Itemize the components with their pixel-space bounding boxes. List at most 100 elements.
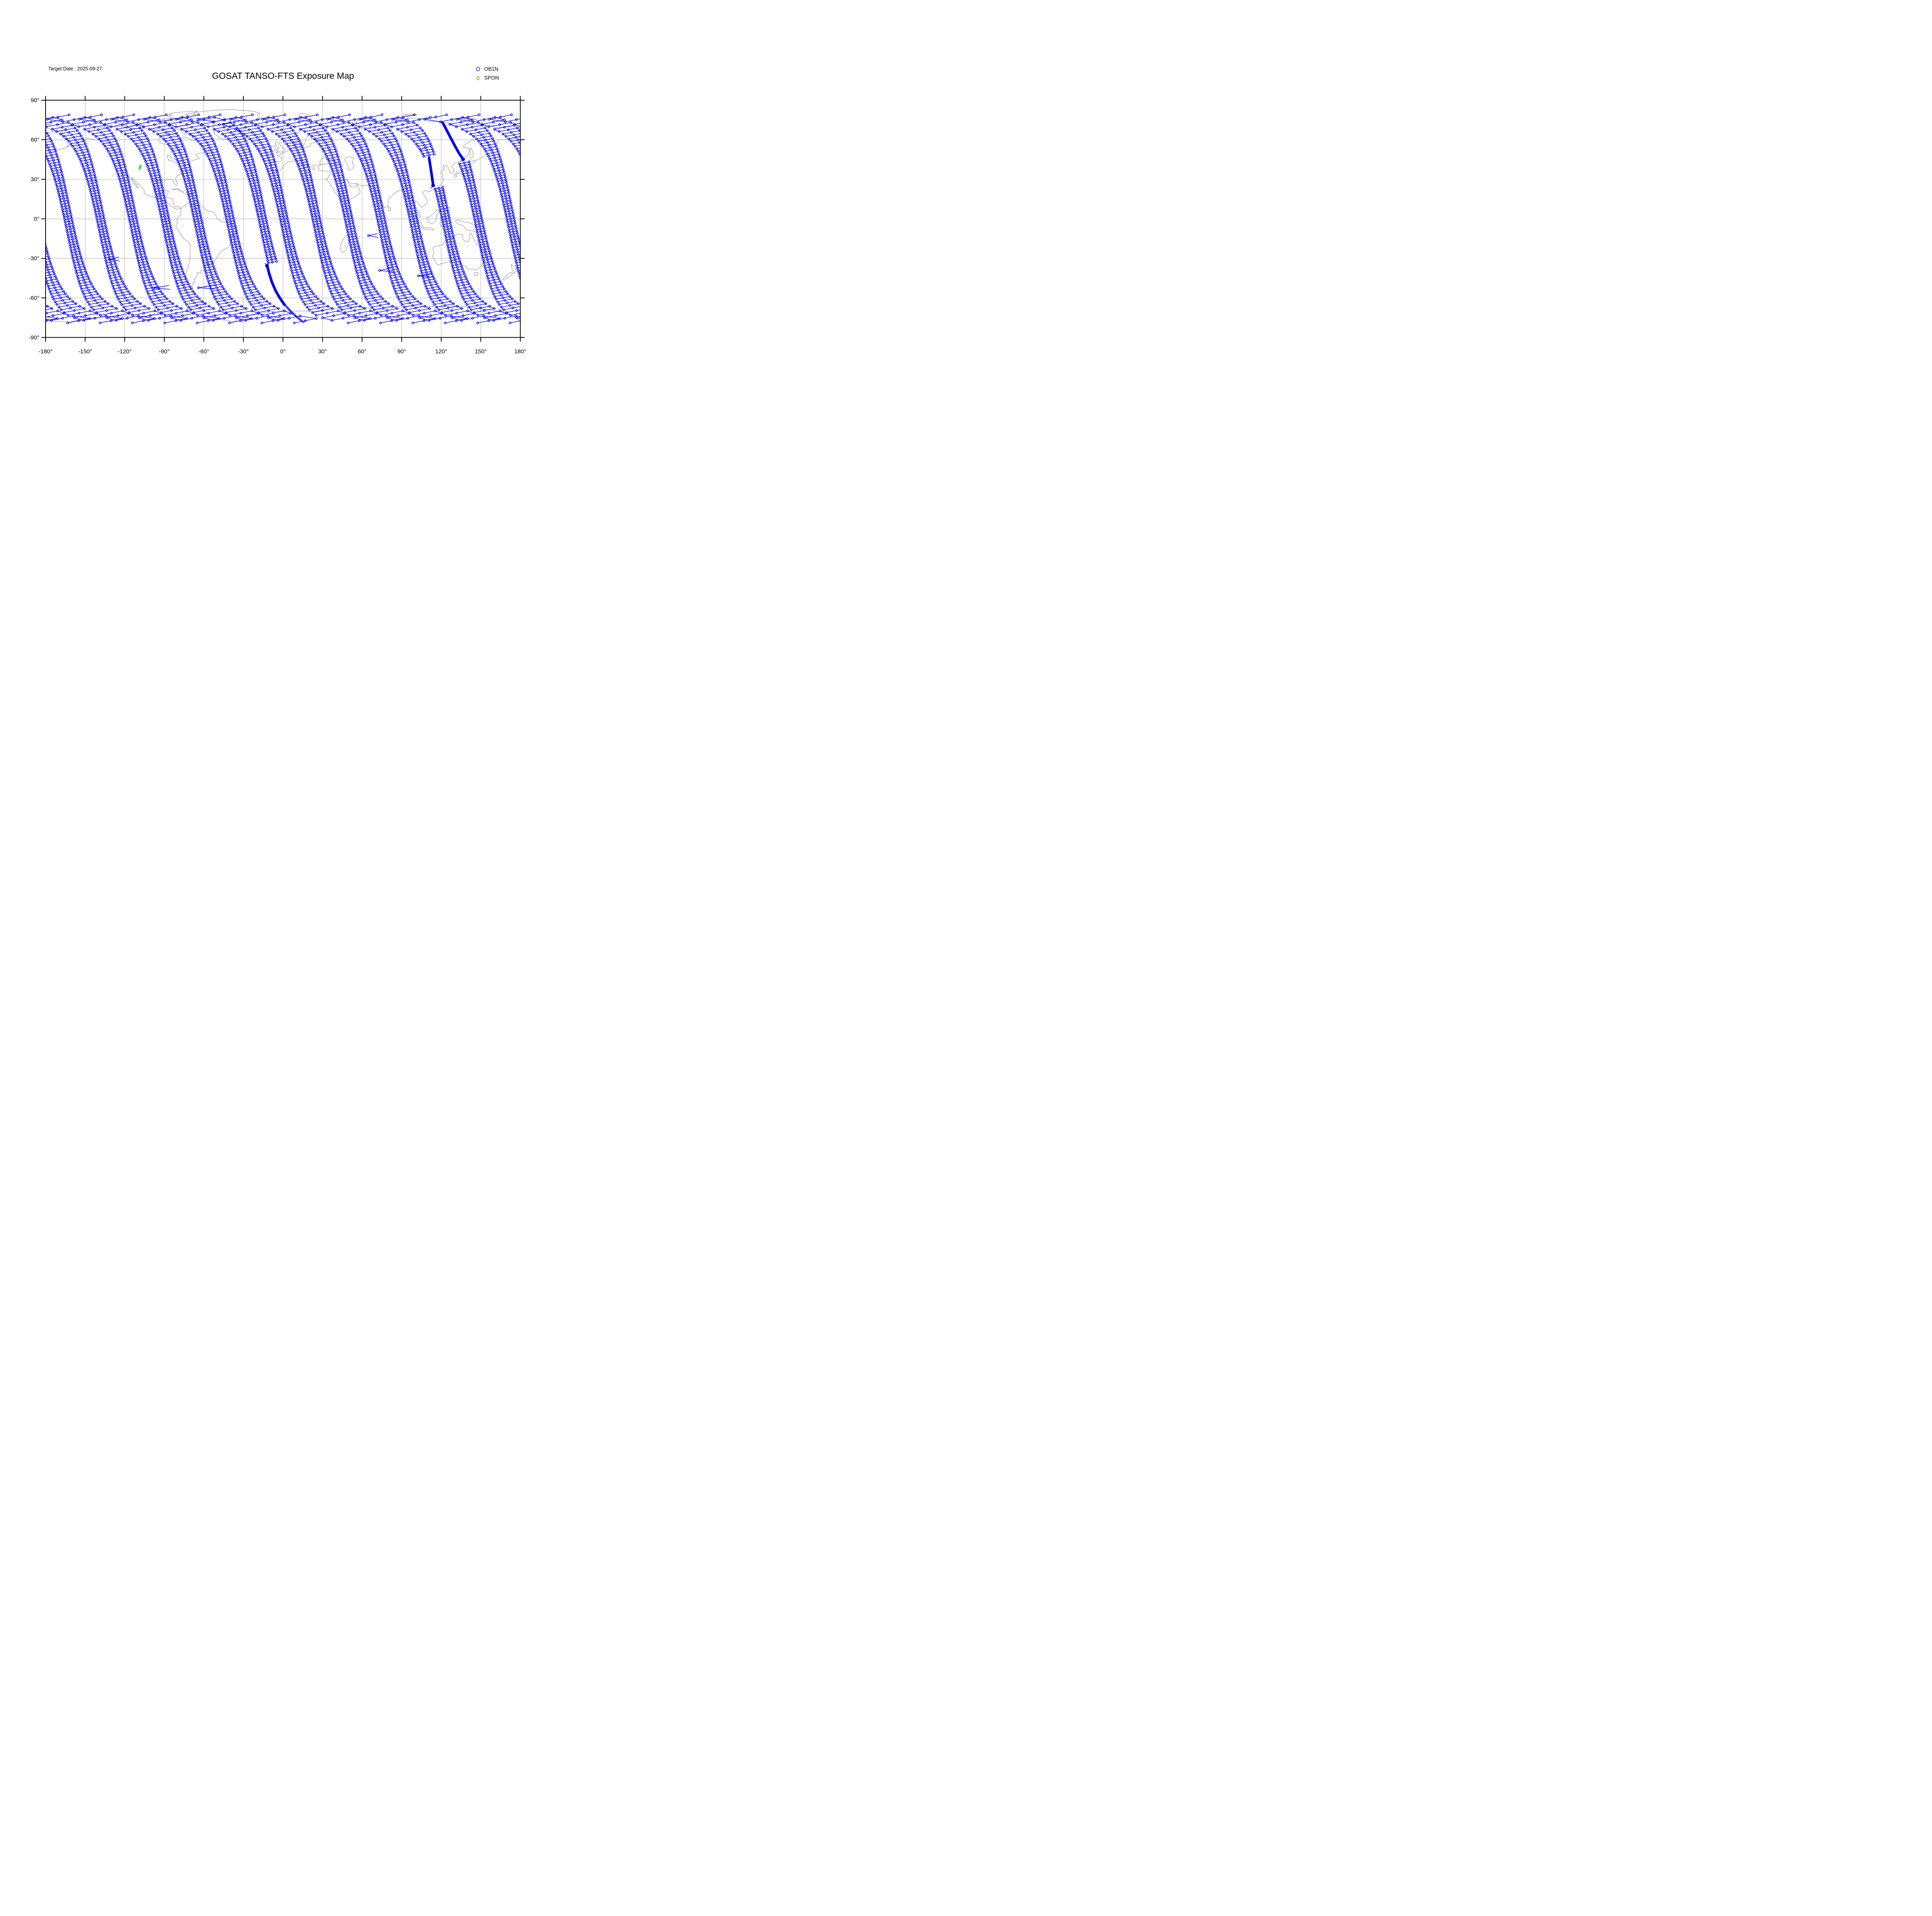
ob1n-footprint — [394, 165, 397, 168]
ob1n-footprint — [443, 210, 446, 213]
ob1n-footprint — [531, 131, 532, 133]
ob1n-footprint — [192, 135, 195, 138]
dense-arc-tail-footprint — [298, 318, 301, 321]
ob1n-footprint — [276, 187, 279, 190]
ob1n-footprint — [386, 264, 389, 267]
ob1n-footprint — [427, 276, 430, 279]
ob1n-footprint — [195, 194, 198, 197]
ob1n-footprint — [123, 163, 126, 166]
ob1n-footprint — [315, 314, 318, 317]
ob1n-footprint — [115, 154, 117, 157]
ob1n-footprint — [212, 307, 215, 310]
ob1n-footprint — [402, 190, 405, 193]
ob1n-footprint — [133, 298, 136, 300]
ob1n-footprint — [31, 200, 33, 202]
ob1n-footprint — [436, 198, 439, 201]
ob1n-footprint — [365, 270, 368, 273]
ob1n-footprint — [310, 213, 313, 216]
ob1n-footprint — [172, 237, 175, 240]
ob1n-footprint — [196, 218, 199, 220]
ob1n-footprint — [364, 142, 367, 145]
ob1n-footprint — [126, 211, 129, 213]
legend: OB1N SPON — [474, 65, 499, 82]
ob1n-footprint — [288, 136, 291, 139]
ob1n-footprint — [181, 142, 184, 145]
ob1n-footprint — [185, 155, 189, 158]
ob1n-footprint — [67, 220, 70, 223]
ob1n-footprint — [504, 120, 507, 123]
ob1n-footprint — [304, 291, 307, 294]
ob1n-footprint — [202, 309, 205, 312]
ob1n-footprint — [470, 171, 473, 173]
ob1n-footprint — [151, 167, 155, 170]
ob1n-footprint — [239, 247, 242, 250]
ob1n-footprint — [231, 212, 234, 214]
ob1n-footprint — [82, 154, 85, 157]
ob1n-footprint — [347, 314, 350, 317]
ob1n-footprint — [471, 126, 474, 129]
ob1n-footprint — [366, 175, 368, 178]
ob1n-footprint — [457, 271, 460, 274]
ob1n-footprint — [276, 189, 279, 192]
ob1n-footprint — [186, 158, 189, 161]
ob1n-footprint — [500, 294, 503, 297]
ob1n-footprint — [313, 210, 316, 213]
ob1n-footprint — [341, 189, 344, 192]
ob1n-footprint — [77, 280, 80, 282]
ob1n-footprint — [124, 165, 127, 168]
ob1n-footprint — [249, 182, 252, 185]
ob1n-footprint — [280, 205, 283, 207]
ob1n-footprint — [274, 257, 277, 260]
ob1n-footprint — [161, 205, 164, 207]
ob1n-footprint — [158, 192, 161, 195]
ob1n-footprint — [117, 162, 121, 164]
ob1n-footprint — [230, 204, 232, 207]
ob1n-footprint — [228, 295, 231, 298]
ob1n-footprint — [235, 316, 238, 319]
ob1n-footprint — [52, 172, 54, 175]
ob1n-footprint — [61, 176, 65, 179]
ob1n-footprint — [345, 210, 349, 213]
ob1n-footprint — [364, 281, 367, 284]
ob1n-footprint — [21, 178, 23, 180]
ob1n-footprint — [216, 289, 219, 292]
ob1n-footprint — [408, 181, 411, 184]
ob1n-footprint — [477, 140, 480, 143]
ob1n-footprint — [92, 187, 95, 190]
coastline — [275, 141, 286, 153]
ob1n-footprint — [109, 261, 112, 264]
ob1n-footprint — [122, 193, 125, 196]
ob1n-footprint — [209, 134, 212, 138]
ob1n-footprint — [92, 308, 95, 311]
ob1n-footprint — [141, 261, 145, 264]
ob1n-footprint — [369, 309, 372, 312]
ob1n-footprint — [254, 187, 257, 190]
ob1n-footprint — [64, 205, 67, 207]
ob1n-footprint — [503, 299, 507, 302]
ob1n-footprint — [464, 275, 467, 278]
ob1n-footprint — [201, 238, 204, 241]
ob1n-footprint — [194, 205, 196, 207]
ob1n-footprint — [153, 280, 156, 283]
ob1n-footprint — [156, 182, 159, 185]
ob1n-footprint — [419, 232, 422, 235]
ob1n-footprint — [83, 128, 86, 131]
ob1n-footprint — [307, 285, 310, 288]
ob1n-footprint — [219, 177, 222, 180]
ob1n-footprint — [76, 242, 79, 245]
ob1n-footprint — [484, 235, 487, 238]
ob1n-footprint — [95, 311, 98, 314]
ob1n-footprint — [316, 225, 320, 228]
ob1n-footprint — [51, 142, 54, 145]
ob1n-footprint — [107, 269, 110, 272]
ob1n-footprint — [335, 180, 337, 183]
ob1n-footprint — [531, 170, 532, 172]
ob1n-footprint — [503, 208, 506, 211]
ob1n-footprint — [117, 175, 120, 178]
ob1n-footprint — [260, 231, 263, 234]
ob1n-footprint — [395, 279, 398, 281]
ob1n-footprint — [265, 165, 268, 168]
ob1n-footprint — [207, 116, 211, 119]
ob1n-footprint — [393, 257, 396, 260]
ob1n-footprint — [179, 154, 182, 157]
